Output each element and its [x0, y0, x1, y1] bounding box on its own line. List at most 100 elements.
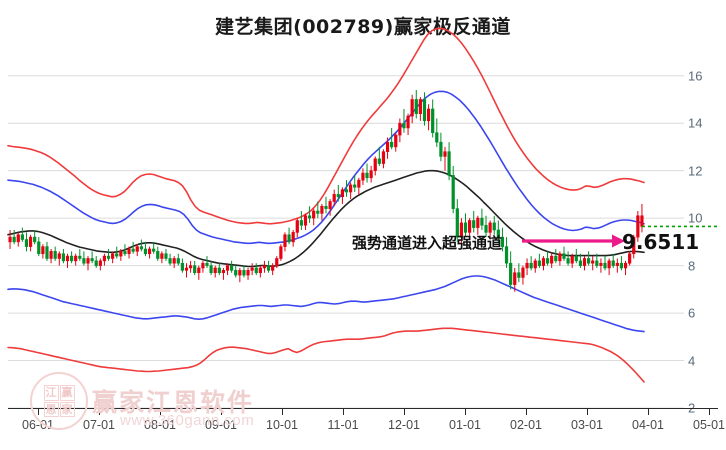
- candle-body: [8, 236, 12, 243]
- candle-body: [344, 189, 349, 193]
- candle-body: [246, 270, 250, 276]
- candle-body: [394, 134, 398, 148]
- candle-body: [238, 270, 242, 276]
- candle-body: [463, 222, 468, 233]
- last-price-label: 9.6511: [622, 230, 700, 254]
- candle-body: [558, 253, 562, 262]
- candle-body: [295, 220, 299, 233]
- candle-body: [406, 115, 410, 129]
- x-axis-tick-04-01: 04-01: [632, 418, 664, 432]
- candle-body: [365, 172, 369, 179]
- candle-body: [193, 265, 197, 274]
- candle-body: [377, 158, 381, 164]
- candle-body: [570, 255, 574, 264]
- candle-body: [451, 175, 455, 209]
- candle-body: [525, 262, 529, 269]
- candle-body: [242, 270, 246, 276]
- candle-body: [324, 205, 328, 209]
- candle-body: [472, 220, 476, 228]
- candle-body: [12, 236, 16, 243]
- candle-body: [455, 208, 459, 238]
- candle-body: [258, 267, 262, 274]
- candle-body: [106, 255, 111, 259]
- candle-body: [127, 248, 131, 255]
- channel-line-1: [7, 90, 645, 245]
- candle-body: [484, 224, 488, 233]
- candle-body: [115, 253, 119, 257]
- candle-body: [275, 258, 279, 266]
- candle-body: [131, 248, 135, 252]
- candle-body: [537, 260, 541, 266]
- candle-body: [184, 267, 189, 271]
- candle-body: [135, 246, 139, 252]
- candle-body: [180, 262, 184, 271]
- candle-body: [357, 179, 361, 188]
- candle-body: [595, 260, 599, 266]
- candle-body: [361, 172, 365, 181]
- candle-body: [111, 253, 115, 259]
- annotation-layer: [522, 225, 720, 248]
- candle-body: [119, 251, 123, 257]
- candle-body: [230, 265, 234, 271]
- candle-body: [529, 262, 533, 269]
- channel-line-0: [7, 27, 645, 225]
- candle-body: [373, 158, 377, 171]
- x-axis-tick-01-01: 01-01: [449, 418, 481, 432]
- watermark-seal-char: 家: [59, 401, 75, 418]
- x-axis-tickmark: [648, 408, 649, 415]
- candle-body: [225, 265, 230, 271]
- candle-body: [147, 248, 152, 255]
- candle-body: [599, 262, 603, 266]
- candle-body: [176, 258, 180, 264]
- candle-body: [209, 265, 213, 274]
- chart-plot-area[interactable]: [7, 27, 720, 409]
- candle-body: [102, 255, 107, 262]
- candle-body: [123, 251, 127, 255]
- y-axis-tick-14: 14: [688, 115, 703, 131]
- candle-body: [221, 270, 226, 274]
- channel-line-3: [7, 275, 645, 333]
- candle-body: [234, 270, 238, 276]
- x-axis-tickmark: [160, 408, 161, 415]
- candle-body: [422, 99, 427, 122]
- candle-body: [426, 108, 431, 122]
- page-title: 建艺集团(002789)赢家极反通道: [215, 16, 511, 38]
- candle-body: [283, 234, 287, 247]
- candle-body: [299, 220, 303, 226]
- candle-body: [143, 248, 148, 255]
- candle-body: [188, 265, 193, 269]
- annotation-arrow-head: [612, 234, 625, 248]
- candle-body: [205, 262, 209, 266]
- candle-body: [49, 251, 53, 259]
- candle-body: [607, 260, 611, 269]
- candle-body: [307, 215, 312, 219]
- candle-body: [250, 267, 254, 271]
- candle-body: [94, 260, 98, 266]
- candle-body: [328, 201, 332, 209]
- candle-body: [390, 141, 394, 148]
- candle-body: [16, 234, 20, 243]
- x-axis-tickmark: [221, 408, 222, 415]
- candle-body: [492, 222, 496, 231]
- candle-body: [28, 236, 33, 247]
- channel-line-2: [7, 169, 645, 268]
- candle-body: [381, 151, 386, 164]
- candle-body: [591, 260, 595, 264]
- x-axis-tickmark: [587, 408, 588, 415]
- y-axis-tick-8: 8: [688, 258, 696, 274]
- grid-lines-layer: [8, 75, 684, 409]
- candle-body: [45, 246, 49, 259]
- candle-body: [578, 260, 582, 266]
- x-axis-tick-09-01: 09-01: [205, 418, 237, 432]
- candle-body: [279, 246, 283, 259]
- candle-body: [156, 251, 160, 259]
- channel-annotation-label: 强势通道进入超强通道: [352, 234, 503, 252]
- candle-body: [53, 251, 57, 259]
- candle-body: [24, 239, 29, 247]
- candle-body: [82, 258, 86, 264]
- y-axis-tick-4: 4: [688, 353, 696, 369]
- candle-body: [488, 222, 492, 233]
- candle-body: [628, 253, 632, 264]
- candle-body: [566, 258, 570, 264]
